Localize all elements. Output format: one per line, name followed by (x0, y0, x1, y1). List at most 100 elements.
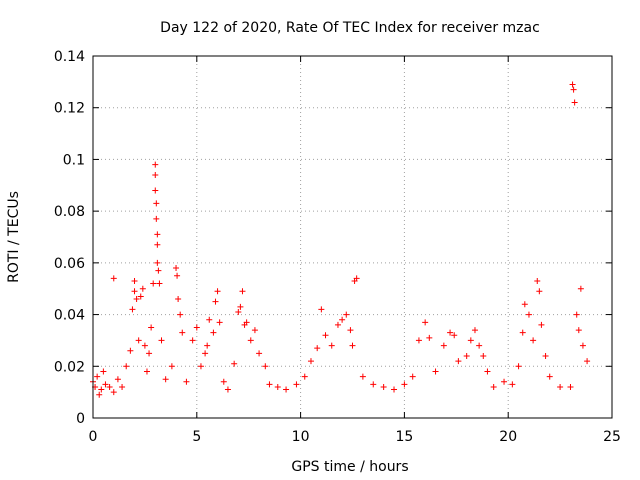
data-point (347, 327, 354, 334)
x-tick-label: 15 (395, 429, 413, 445)
data-point (127, 347, 134, 354)
data-point (584, 358, 591, 365)
tick-labels: 0 5 10 15 20 25 0 0.02 0.04 0.06 0.08 0.1 0.12 0.14 (54, 49, 621, 445)
y-tick-label: 0.02 (54, 359, 85, 375)
data-point (210, 329, 217, 336)
data-point (106, 383, 113, 390)
data-point (391, 386, 398, 393)
data-point (525, 311, 532, 318)
plot-frame (92, 55, 613, 419)
data-point (318, 306, 325, 313)
y-tick-label: 0.04 (54, 308, 85, 324)
data-point (451, 332, 458, 339)
data-point (177, 311, 184, 318)
data-point (150, 280, 157, 287)
data-point (307, 358, 314, 365)
x-tick-label: 25 (603, 429, 621, 445)
data-point (569, 81, 576, 88)
data-point (133, 296, 140, 303)
data-point (401, 381, 408, 388)
data-point (293, 381, 300, 388)
data-point (534, 277, 541, 284)
data-point (573, 311, 580, 318)
data-point (359, 373, 366, 380)
data-point (274, 383, 281, 390)
data-point (575, 327, 582, 334)
data-point (202, 350, 209, 357)
data-point (490, 383, 497, 390)
data-point (262, 363, 269, 370)
chart-title: Day 122 of 2020, Rate Of TEC Index for r… (160, 20, 540, 36)
axis-ticks (92, 55, 613, 419)
data-point (174, 272, 181, 279)
data-point (224, 386, 231, 393)
data-point (283, 386, 290, 393)
data-point (349, 342, 356, 349)
data-point (247, 337, 254, 344)
data-point (577, 285, 584, 292)
data-point (152, 161, 159, 168)
y-tick-label: 0.08 (54, 204, 85, 220)
data-point (521, 301, 528, 308)
y-axis-label: ROTI / TECUs (6, 191, 22, 283)
data-point (119, 383, 126, 390)
data-point (212, 298, 219, 305)
data-point (530, 337, 537, 344)
data-point (484, 368, 491, 375)
data-point (204, 342, 211, 349)
data-point (519, 329, 526, 336)
y-tick-label: 0.12 (54, 101, 85, 117)
y-tick-label: 0.14 (54, 49, 85, 65)
data-point (546, 373, 553, 380)
data-point (153, 215, 160, 222)
data-point (471, 327, 478, 334)
data-point (154, 259, 161, 266)
data-point (266, 381, 273, 388)
data-point (158, 337, 165, 344)
data-point (322, 332, 329, 339)
data-point (328, 342, 335, 349)
data-point (98, 386, 105, 393)
data-point (197, 363, 204, 370)
data-point (440, 342, 447, 349)
data-point (214, 288, 221, 295)
data-point (168, 363, 175, 370)
data-point (536, 288, 543, 295)
data-point (156, 280, 163, 287)
data-point (235, 308, 242, 315)
data-point (110, 275, 117, 282)
data-point (542, 352, 549, 359)
data-point (515, 363, 522, 370)
data-point (256, 350, 263, 357)
data-point (153, 200, 160, 207)
data-point (135, 337, 142, 344)
data-point (189, 337, 196, 344)
data-point (463, 352, 470, 359)
x-tick-label: 10 (292, 429, 310, 445)
data-point (154, 241, 161, 248)
x-tick-label: 5 (192, 429, 201, 445)
x-axis-label: GPS time / hours (291, 459, 408, 475)
data-point (447, 329, 454, 336)
data-point (251, 327, 258, 334)
data-point (220, 378, 227, 385)
data-point (467, 337, 474, 344)
data-point (96, 391, 103, 398)
data-point (237, 303, 244, 310)
data-point (538, 321, 545, 328)
data-point (380, 383, 387, 390)
data-point (571, 99, 578, 106)
data-point (480, 352, 487, 359)
data-point (476, 342, 483, 349)
data-point (152, 171, 159, 178)
data-point (152, 187, 159, 194)
data-point (137, 293, 144, 300)
data-points (90, 81, 591, 398)
data-point (570, 86, 577, 93)
data-point (193, 324, 200, 331)
data-point (206, 316, 213, 323)
data-point (155, 267, 162, 274)
data-point (415, 337, 422, 344)
data-point (110, 389, 117, 396)
